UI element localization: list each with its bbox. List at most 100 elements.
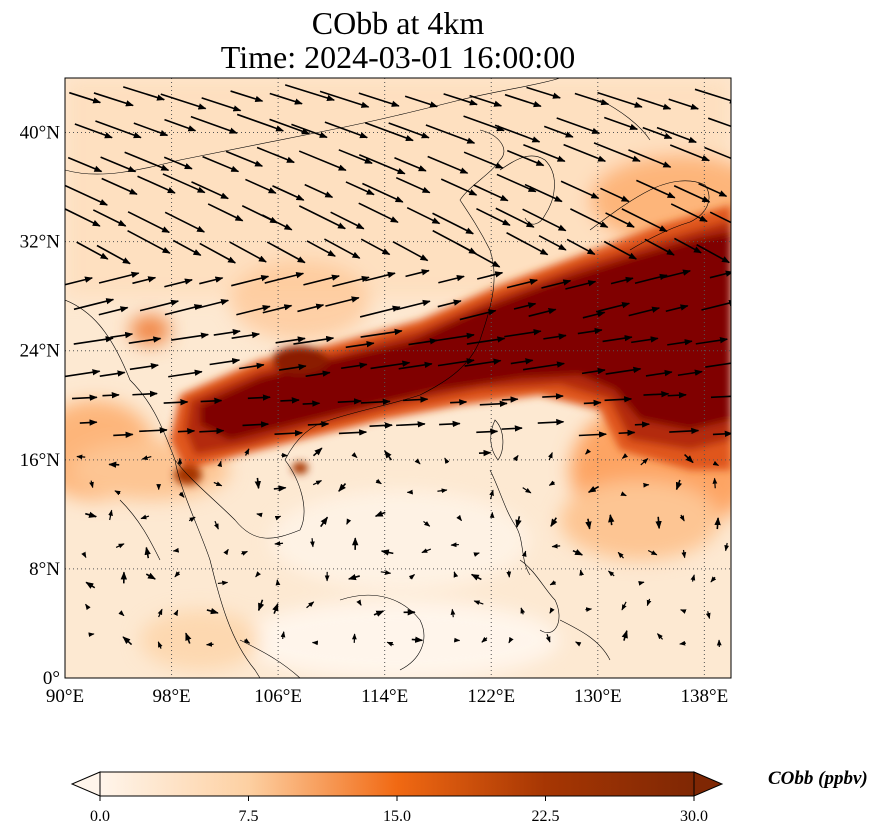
wind-arrow (157, 608, 163, 618)
wind-arrow (621, 601, 627, 611)
wind-arrow (585, 518, 592, 530)
wind-arrow (231, 331, 261, 339)
wind-arrow (275, 336, 306, 344)
wind-arrow (510, 358, 534, 365)
wind-arrow (698, 182, 728, 198)
wind-arrow (132, 276, 157, 285)
wind-arrow (174, 571, 181, 578)
wind-arrow (380, 549, 394, 556)
wind-arrow (307, 421, 330, 428)
wind-arrow (673, 184, 711, 203)
wind-arrow (628, 306, 661, 317)
wind-arrow (98, 306, 129, 316)
wind-arrow (245, 178, 277, 194)
wind-arrow (473, 184, 509, 202)
wind-arrow (414, 458, 421, 465)
wind-arrow (621, 630, 628, 641)
wind-arrow (92, 209, 127, 227)
wind-arrow (100, 156, 137, 173)
wind-arrow (549, 580, 557, 586)
wind-arrow (690, 574, 696, 582)
wind-arrow (570, 208, 609, 229)
wind-arrow (494, 124, 541, 143)
wind-arrow (512, 454, 519, 462)
wind-arrow (356, 599, 362, 606)
wind-arrow (272, 185, 305, 201)
wind-arrow (65, 276, 93, 286)
wind-arrow (408, 338, 438, 346)
wind-arrow (581, 367, 606, 375)
wind-arrow (217, 460, 222, 468)
wind-arrow (513, 302, 537, 310)
wind-arrow (65, 369, 101, 378)
wind-arrow (164, 211, 206, 233)
wind-arrow (200, 397, 223, 405)
wind-arrow (710, 576, 717, 583)
wind-arrow (437, 299, 462, 308)
lon-tick-label: 114°E (361, 686, 408, 707)
wind-arrow (712, 430, 731, 438)
wind-arrow (388, 122, 430, 139)
wind-arrow (89, 480, 94, 489)
wind-arrow (712, 460, 720, 467)
wind-arrow (217, 580, 229, 586)
wind-arrow (411, 636, 424, 643)
wind-arrow (522, 361, 565, 371)
wind-arrow (65, 184, 108, 206)
wind-arrow (453, 571, 459, 578)
wind-arrow (199, 427, 225, 435)
wind-arrow (304, 183, 334, 199)
wind-arrow (395, 176, 431, 194)
wind-arrow (171, 332, 209, 341)
wind-arrow (560, 180, 600, 200)
wind-arrow (712, 477, 718, 489)
wind-arrow (99, 370, 126, 377)
wind-arrow (269, 118, 310, 135)
wind-arrow (593, 142, 641, 162)
wind-arrow (645, 369, 673, 377)
wind-arrow (338, 149, 373, 165)
wind-arrow (620, 491, 627, 497)
wind-arrow (621, 208, 668, 233)
wind-arrow (501, 425, 523, 432)
wind-arrow (132, 390, 158, 398)
wind-arrow (643, 390, 670, 398)
wind-arrow (273, 485, 287, 492)
wind-arrow (476, 271, 504, 280)
wind-arrow (127, 211, 171, 234)
wind-arrow (73, 336, 114, 345)
wind-arrow (642, 126, 673, 140)
map-frame (64, 77, 732, 679)
wind-arrow (365, 271, 396, 282)
colorbar-tick-label: 0.0 (90, 808, 110, 825)
wind-arrow (714, 517, 721, 530)
wind-arrow (550, 517, 558, 528)
wind-arrow (705, 362, 731, 368)
wind-arrow (668, 98, 699, 110)
wind-arrow (432, 212, 474, 235)
wind-arrow (469, 94, 503, 107)
wind-vectors (65, 84, 731, 649)
wind-arrow (236, 305, 271, 316)
wind-arrow (603, 116, 639, 131)
wind-arrow (324, 121, 368, 139)
wind-arrow (190, 115, 238, 134)
wind-arrow (272, 603, 279, 614)
wind-arrow (701, 299, 731, 311)
wind-arrow (172, 547, 180, 553)
wind-arrow (345, 341, 375, 349)
wind-arrow (185, 632, 192, 644)
wind-arrow (280, 631, 286, 640)
wind-arrow (679, 640, 687, 646)
wind-arrow (608, 570, 615, 577)
wind-arrow (73, 298, 115, 311)
wind-arrow (443, 93, 478, 106)
wind-arrow (604, 396, 633, 403)
wind-arrow (421, 548, 432, 554)
wind-arrow (695, 337, 728, 345)
wind-arrow (124, 151, 170, 172)
wind-arrow (549, 607, 555, 614)
wind-arrow (665, 304, 689, 313)
wind-arrow (459, 309, 497, 321)
coastlines (65, 78, 710, 678)
